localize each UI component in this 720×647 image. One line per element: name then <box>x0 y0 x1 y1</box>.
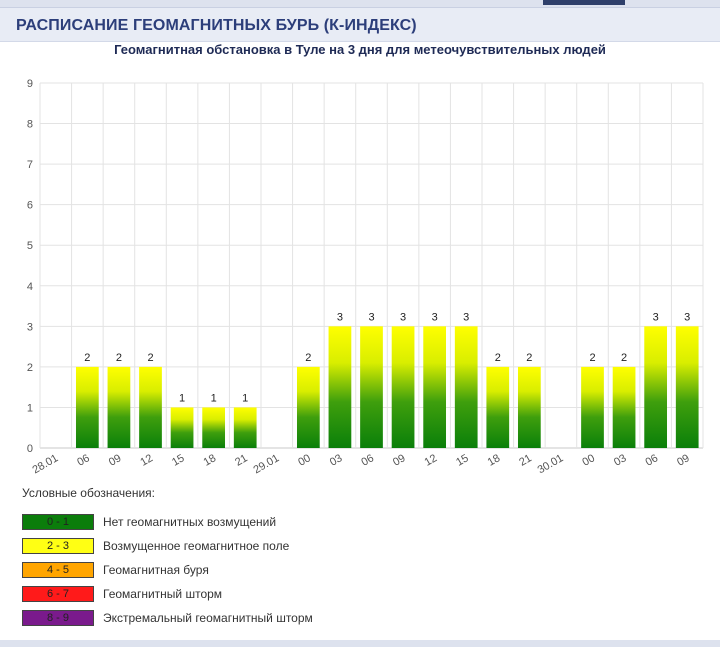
x-tick-label: 03 <box>612 452 629 469</box>
x-tick-label: 18 <box>486 452 503 469</box>
legend-label: Геомагнитная буря <box>103 563 209 577</box>
y-tick-label: 6 <box>27 200 33 212</box>
x-tick-label: 12 <box>423 452 440 469</box>
bar <box>675 326 699 448</box>
x-tick-label: 06 <box>75 452 92 469</box>
bar-value-label: 3 <box>463 311 469 323</box>
y-tick-label: 9 <box>27 78 33 90</box>
bar-value-label: 1 <box>242 392 248 404</box>
bar <box>202 407 226 448</box>
bar-value-label: 2 <box>84 352 90 364</box>
legend-item: 0 - 1 Нет геомагнитных возмущений <box>22 510 313 534</box>
legend-swatch: 4 - 5 <box>22 562 94 578</box>
legend-range: 2 - 3 <box>46 540 69 552</box>
bar-value-label: 2 <box>589 352 595 364</box>
legend: Условные обозначения: 0 - 1 Нет геомагни… <box>22 486 313 630</box>
bar <box>139 366 162 448</box>
legend-title: Условные обозначения: <box>22 486 155 500</box>
bar-value-label: 3 <box>400 311 406 323</box>
x-tick-label: 28.01 <box>30 452 60 476</box>
y-tick-label: 5 <box>27 240 33 252</box>
x-tick-label: 00 <box>580 452 597 469</box>
legend-range: 0 - 1 <box>46 516 69 528</box>
bar <box>233 407 257 448</box>
y-axis-ticks: 0 1 2 3 4 5 6 7 8 9 <box>27 78 33 455</box>
panel-title: РАСПИСАНИЕ ГЕОМАГНИТНЫХ БУРЬ (К-ИНДЕКС) <box>16 17 417 34</box>
bar-value-label: 1 <box>179 392 185 404</box>
legend-swatch: 8 - 9 <box>22 610 94 626</box>
geomagnetic-panel: РАСПИСАНИЕ ГЕОМАГНИТНЫХ БУРЬ (К-ИНДЕКС) <box>0 7 720 640</box>
legend-range: 6 - 7 <box>46 588 69 600</box>
legend-swatch: 6 - 7 <box>22 586 94 602</box>
legend-item: 6 - 7 Геомагнитный шторм <box>22 582 313 606</box>
x-tick-label: 09 <box>107 452 124 469</box>
x-tick-label: 00 <box>296 452 313 469</box>
bar <box>170 407 194 448</box>
top-tab-indicator[interactable] <box>543 0 625 5</box>
bar-value-label: 2 <box>621 352 627 364</box>
bar <box>644 326 668 448</box>
legend-label: Возмущенное геомагнитное поле <box>103 539 290 553</box>
bar <box>612 366 636 448</box>
bar-value-label: 1 <box>211 392 217 404</box>
x-tick-label: 18 <box>202 452 219 469</box>
bar <box>517 366 541 448</box>
bar-value-label: 3 <box>337 311 343 323</box>
x-tick-label: 03 <box>328 452 345 469</box>
x-tick-label: 21 <box>233 452 250 469</box>
y-tick-label: 2 <box>27 362 33 374</box>
legend-label: Экстремальный геомагнитный шторм <box>103 611 313 625</box>
legend-item: 2 - 3 Возмущенное геомагнитное поле <box>22 534 313 558</box>
legend-item: 4 - 5 Геомагнитная буря <box>22 558 313 582</box>
bar <box>581 366 604 448</box>
bar <box>486 366 510 448</box>
bar-value-label: 3 <box>432 311 438 323</box>
x-tick-label: 06 <box>644 452 661 469</box>
bar <box>423 326 447 448</box>
x-tick-label: 09 <box>391 452 408 469</box>
legend-label: Геомагнитный шторм <box>103 587 223 601</box>
legend-range: 8 - 9 <box>46 612 69 624</box>
bar <box>75 366 99 448</box>
x-tick-label: 15 <box>170 452 187 469</box>
bar-value-label: 3 <box>368 311 374 323</box>
bar <box>454 326 478 448</box>
legend-item: 8 - 9 Экстремальный геомагнитный шторм <box>22 606 313 630</box>
panel-header: РАСПИСАНИЕ ГЕОМАГНИТНЫХ БУРЬ (К-ИНДЕКС) <box>0 8 720 42</box>
y-tick-label: 3 <box>27 321 33 333</box>
chart-title: Геомагнитная обстановка в Туле на 3 дня … <box>114 42 606 57</box>
bar-value-label: 2 <box>305 352 311 364</box>
y-tick-label: 1 <box>27 402 33 414</box>
y-tick-label: 7 <box>27 159 33 171</box>
x-tick-label: 06 <box>359 452 376 469</box>
x-tick-label: 21 <box>517 452 534 469</box>
bar-value-label: 3 <box>684 311 690 323</box>
bar <box>391 326 415 448</box>
bar <box>107 366 131 448</box>
bar-value-label: 2 <box>526 352 532 364</box>
bar-value-label: 2 <box>116 352 122 364</box>
bar-value-label: 3 <box>653 311 659 323</box>
legend-label: Нет геомагнитных возмущений <box>103 515 277 529</box>
x-tick-label: 09 <box>675 452 692 469</box>
legend-swatch: 2 - 3 <box>22 538 94 554</box>
y-tick-label: 4 <box>27 281 33 293</box>
chart-bars: 2 2 2 1 1 1 2 3 3 3 3 3 2 2 2 2 3 3 <box>75 311 699 448</box>
bar <box>360 326 383 448</box>
legend-range: 4 - 5 <box>46 564 69 576</box>
x-axis-ticks: 28.01 06 09 12 15 18 21 29.01 00 03 06 09 12 15 18 21 30… <box>30 452 691 476</box>
x-tick-label: 29.01 <box>251 452 281 476</box>
x-tick-label: 12 <box>138 452 155 469</box>
x-tick-label: 15 <box>454 452 471 469</box>
y-tick-label: 0 <box>27 443 33 455</box>
x-tick-label: 30.01 <box>536 452 566 476</box>
bar <box>296 366 320 448</box>
legend-swatch: 0 - 1 <box>22 514 94 530</box>
y-tick-label: 8 <box>27 119 33 131</box>
bar <box>328 326 352 448</box>
bar-value-label: 2 <box>147 352 153 364</box>
bar-value-label: 2 <box>495 352 501 364</box>
